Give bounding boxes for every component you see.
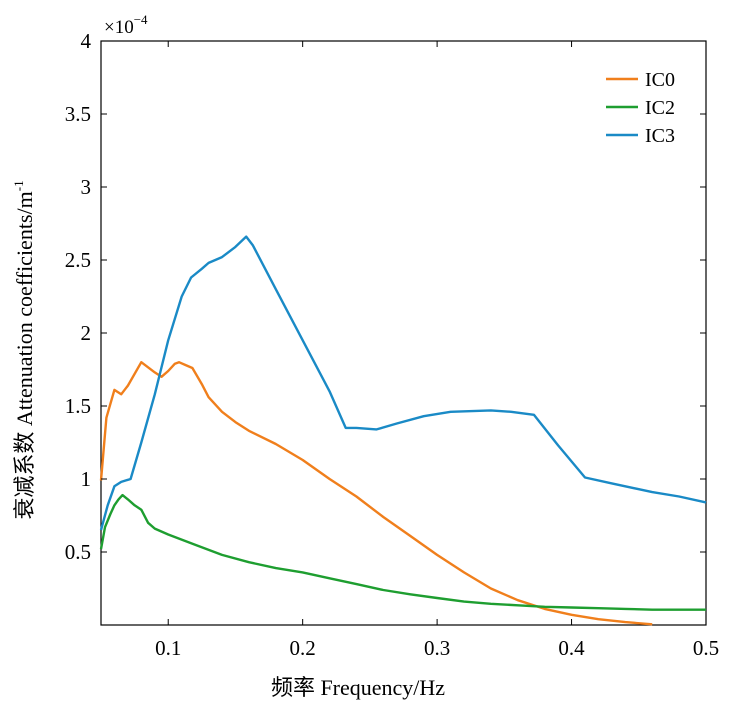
series-line-ic2 bbox=[99, 493, 706, 611]
y-tick-label: 1 bbox=[81, 467, 92, 491]
series-line-ic0 bbox=[99, 361, 653, 626]
legend-item-ic3: IC3 bbox=[606, 125, 675, 147]
y-tick-label: 4 bbox=[81, 29, 92, 53]
x-tick-label: 0.3 bbox=[424, 636, 450, 660]
y-tick-label: 2 bbox=[81, 321, 92, 345]
x-tick-label: 0.1 bbox=[155, 636, 181, 660]
x-tick-label: 0.5 bbox=[693, 636, 719, 660]
y-tick-label: 3 bbox=[81, 175, 92, 199]
y-tick-label: 1.5 bbox=[65, 394, 91, 418]
y-axis-title-text: 衰减系数 Attenuation coefficients/m bbox=[12, 191, 37, 519]
legend-item-ic2: IC2 bbox=[606, 97, 675, 119]
legend-label-ic0: IC0 bbox=[645, 69, 675, 91]
y-tick-label: 0.5 bbox=[65, 540, 91, 564]
legend-label-ic2: IC2 bbox=[645, 97, 675, 119]
y-axis-title-superscript: -1 bbox=[11, 180, 26, 191]
series-layer bbox=[99, 235, 707, 626]
y-exponent-label: ×10−4 bbox=[104, 12, 148, 38]
y-exponent-superscript: −4 bbox=[134, 12, 148, 27]
x-axis-title: 频率 Frequency/Hz bbox=[271, 675, 445, 700]
legend-label-ic3: IC3 bbox=[645, 125, 675, 147]
y-axis-title: 衰减系数 Attenuation coefficients/m-1 bbox=[11, 180, 37, 519]
legend: IC0 IC2 IC3 bbox=[606, 69, 675, 147]
y-tick-label: 2.5 bbox=[65, 248, 91, 272]
x-tick-label: 0.2 bbox=[290, 636, 316, 660]
ticks-layer: 0.1 0.2 0.3 0.4 0.5 0.5 1 1.5 2 2.5 3 3.5 4 bbox=[65, 29, 719, 660]
legend-item-ic0: IC0 bbox=[606, 69, 675, 91]
x-tick-label: 0.4 bbox=[558, 636, 585, 660]
y-tick-label: 3.5 bbox=[65, 102, 91, 126]
series-line-ic3 bbox=[99, 235, 707, 531]
